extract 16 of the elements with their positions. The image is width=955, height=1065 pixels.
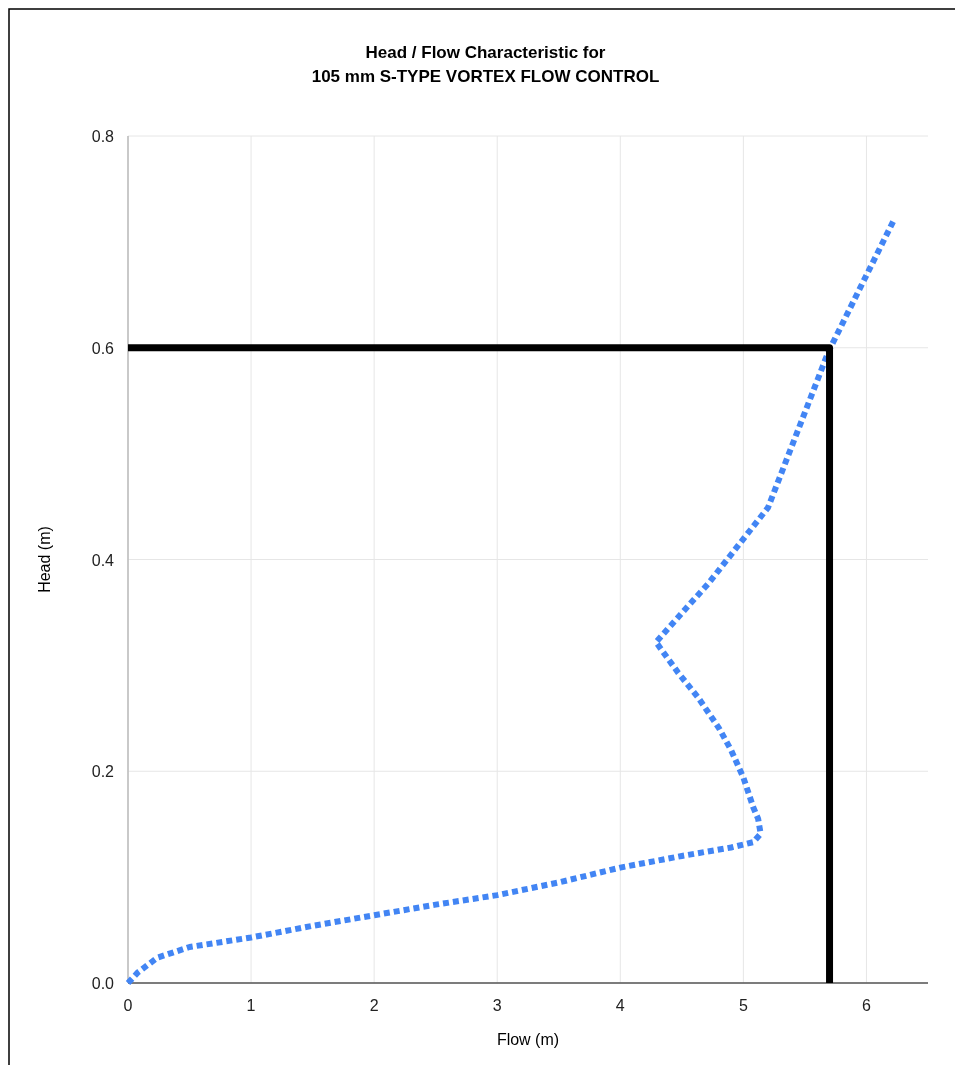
y-tick-label: 0.4 (91, 551, 115, 569)
y-tick-label: 0.8 (91, 128, 115, 145)
x-axis-title: Flow (m) (496, 1031, 560, 1048)
x-tick-label: 3 (492, 997, 502, 1014)
x-tick-label: 4 (615, 997, 625, 1014)
y-tick-label: 0.6 (91, 339, 115, 357)
x-tick-label: 5 (738, 997, 748, 1014)
x-tick-label: 1 (246, 997, 256, 1014)
x-tick-label: 0 (123, 997, 133, 1014)
x-tick-label: 6 (862, 997, 872, 1014)
chart-title: Head / Flow Characteristic for (365, 43, 606, 62)
chart-subtitle: 105 mm S-TYPE VORTEX FLOW CONTROL (311, 67, 660, 86)
y-tick-label: 0.0 (91, 975, 115, 992)
x-tick-label: 2 (369, 997, 379, 1014)
y-tick-label: 0.2 (91, 763, 115, 781)
y-axis-title: Head (m) (36, 526, 53, 593)
